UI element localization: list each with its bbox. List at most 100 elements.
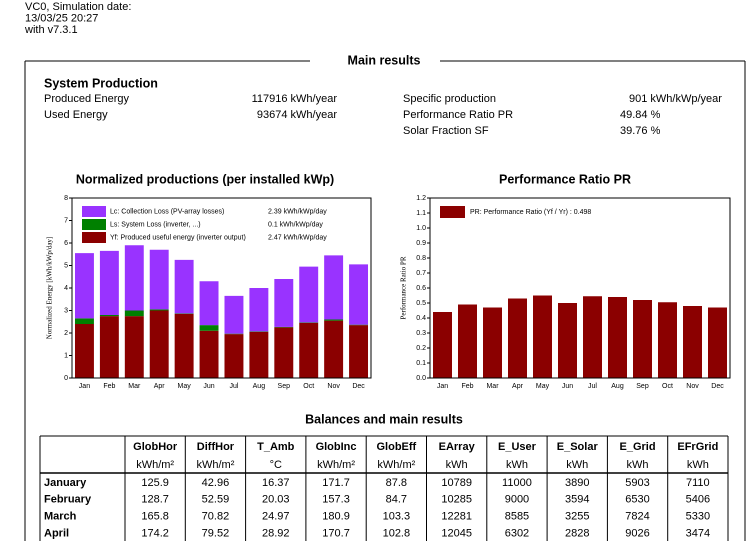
- x-tick-label: Nov: [686, 383, 699, 390]
- plot-frame: [71, 197, 372, 379]
- x-tick-label: Apr: [512, 383, 524, 390]
- row-label: April: [44, 527, 69, 539]
- y-tick-label: 0.0: [416, 375, 426, 382]
- table-cell: 2828: [565, 527, 589, 539]
- result-label: Produced Energy: [44, 93, 129, 105]
- x-tick-label: May: [536, 383, 550, 390]
- legend-swatch: [440, 206, 465, 218]
- bar: [199, 281, 219, 326]
- bar: [658, 302, 677, 378]
- bar: [224, 295, 244, 334]
- legend-swatch: [82, 219, 106, 230]
- bar: [124, 245, 144, 311]
- column-unit: kWh/m²: [197, 459, 235, 471]
- legend-swatch: [82, 232, 106, 243]
- table-cell: 170.7: [322, 527, 350, 539]
- section-title: System Production: [44, 76, 158, 90]
- y-tick-label: 0.2: [416, 345, 426, 352]
- table-cell: 84.7: [386, 494, 407, 506]
- y-tick-label: 7: [64, 217, 68, 224]
- bar: [199, 325, 219, 331]
- result-value: 49.84 %: [620, 109, 661, 121]
- table-cell: 28.92: [262, 527, 290, 539]
- table-cell: 8585: [505, 511, 529, 523]
- x-tick-label: Dec: [352, 383, 365, 390]
- x-tick-label: May: [178, 383, 192, 390]
- y-tick-label: 8: [64, 195, 68, 202]
- legend-swatch: [82, 206, 106, 217]
- column-unit: kWh: [566, 459, 588, 471]
- bar: [324, 320, 344, 378]
- bar: [149, 309, 169, 311]
- legend-label: PR: Performance Ratio (Yf / Yr) : 0.498: [470, 209, 591, 216]
- bar: [299, 322, 319, 378]
- table-cell: 5406: [686, 494, 710, 506]
- column-name: E_Grid: [620, 441, 656, 453]
- table-cell: 157.3: [322, 494, 350, 506]
- bar: [99, 316, 119, 378]
- bar: [583, 296, 602, 378]
- x-tick-label: Mar: [128, 383, 141, 390]
- column-unit: kWh/m²: [317, 459, 355, 471]
- x-tick-label: Nov: [327, 383, 340, 390]
- table-cell: 171.7: [322, 477, 350, 489]
- column-unit: kWh: [446, 459, 468, 471]
- table-cell: 180.9: [322, 511, 350, 523]
- x-tick-label: Sep: [636, 383, 649, 390]
- bar: [533, 295, 552, 378]
- table-cell: 10285: [441, 494, 472, 506]
- bar: [74, 253, 94, 319]
- column-name: EArray: [439, 441, 476, 453]
- column-name: T_Amb: [257, 441, 295, 453]
- legend-value: 2.39 kWh/kWp/day: [268, 208, 327, 215]
- row-label: January: [44, 477, 87, 489]
- table-cell: 12281: [441, 511, 472, 523]
- y-tick-label: 0.9: [416, 240, 426, 247]
- table-cell: 174.2: [141, 527, 169, 539]
- chart-title: Normalized productions (per installed kW…: [76, 172, 334, 186]
- chart-title: Performance Ratio PR: [499, 172, 631, 186]
- column-name: E_User: [498, 441, 537, 453]
- table-cell: 7824: [625, 511, 649, 523]
- result-value: 901 kWh/kWp/year: [629, 93, 722, 105]
- x-tick-label: Aug: [253, 383, 266, 390]
- y-axis-title: Performance Ratio PR: [400, 256, 408, 319]
- table-title: Balances and main results: [305, 412, 463, 426]
- result-label: Performance Ratio PR: [403, 109, 513, 121]
- bar: [149, 249, 169, 310]
- bar: [74, 324, 94, 378]
- x-tick-label: Aug: [611, 383, 624, 390]
- bar: [174, 313, 194, 378]
- x-tick-label: Jul: [229, 383, 238, 390]
- y-tick-label: 1.1: [416, 210, 426, 217]
- x-tick-label: Dec: [711, 383, 724, 390]
- y-tick-label: 2: [64, 330, 68, 337]
- table-cell: 52.59: [202, 494, 230, 506]
- y-tick-label: 1: [64, 352, 68, 359]
- table-cell: 165.8: [141, 511, 169, 523]
- y-tick-label: 6: [64, 240, 68, 247]
- table-cell: 125.9: [141, 477, 169, 489]
- column-name: GlobHor: [133, 441, 178, 453]
- x-tick-label: Jan: [79, 383, 90, 390]
- table-cell: 102.8: [383, 527, 411, 539]
- result-value: 93674 kWh/year: [257, 109, 337, 121]
- result-label: Specific production: [403, 93, 496, 105]
- table-cell: 6530: [625, 494, 649, 506]
- legend-label: Lc: Collection Loss (PV-array losses): [110, 208, 224, 215]
- bar: [149, 310, 169, 378]
- bar: [483, 307, 502, 378]
- bar: [324, 319, 344, 321]
- table-cell: 3474: [686, 527, 710, 539]
- header-line: VC0, Simulation date:: [25, 1, 131, 13]
- bar: [124, 310, 144, 317]
- legend-label: Ls: System Loss (inverter, ...): [110, 221, 201, 228]
- table-cell: 12045: [441, 527, 472, 539]
- column-unit: kWh: [627, 459, 649, 471]
- y-tick-label: 4: [64, 285, 68, 292]
- x-tick-label: Jun: [562, 383, 573, 390]
- y-tick-label: 5: [64, 262, 68, 269]
- table-cell: 7110: [686, 477, 710, 489]
- result-label: Solar Fraction SF: [403, 125, 489, 137]
